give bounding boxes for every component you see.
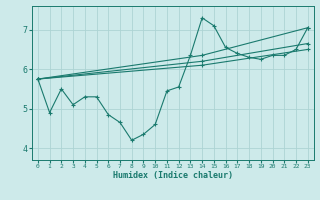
- X-axis label: Humidex (Indice chaleur): Humidex (Indice chaleur): [113, 171, 233, 180]
